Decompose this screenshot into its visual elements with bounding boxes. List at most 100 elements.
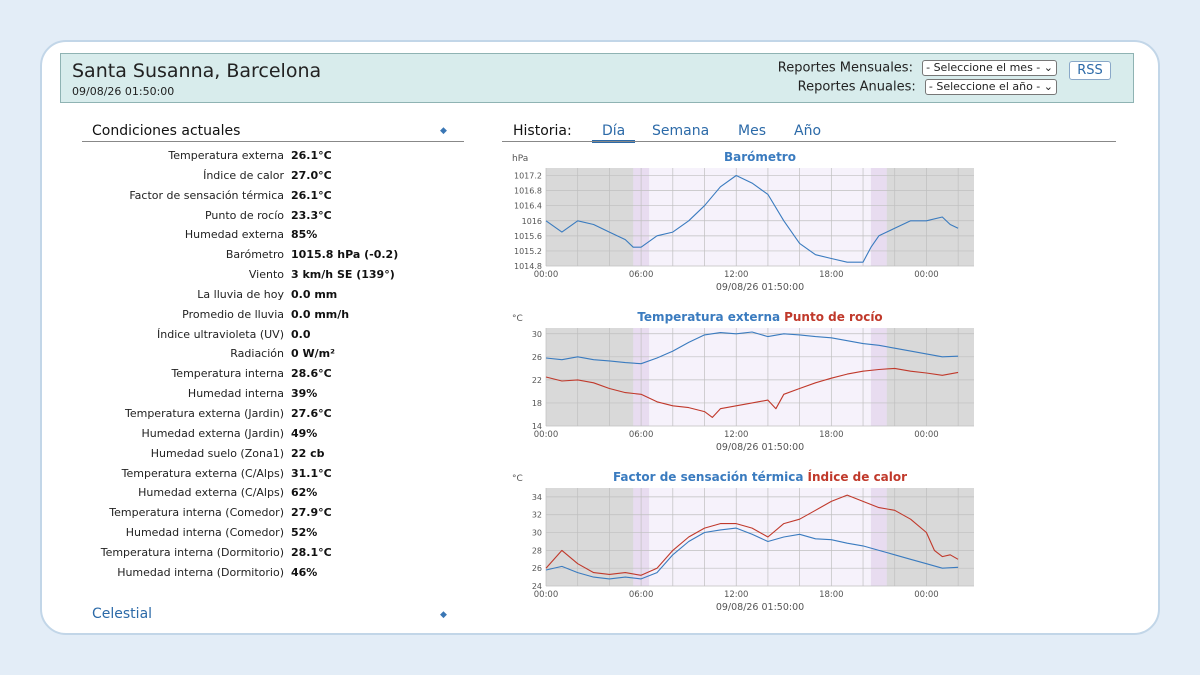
chart-title-part: Factor de sensación térmica: [613, 470, 804, 484]
condition-label: Punto de rocío: [204, 208, 284, 222]
current-conditions-list: Temperatura externa 26.1°C Índice de calor…: [82, 146, 464, 583]
condition-row: Humedad interna (Comedor) 52%: [82, 523, 464, 543]
tab-semana[interactable]: Semana: [652, 123, 710, 139]
y-tick-label: 28: [532, 546, 542, 555]
y-tick-label: 34: [532, 493, 542, 502]
condition-label: Humedad externa: [184, 228, 284, 242]
twilight-band: [870, 168, 887, 266]
y-tick-label: 32: [532, 511, 542, 520]
condition-row: Punto de rocío 23.3°C: [82, 206, 464, 226]
x-tick-label: 00:00: [914, 590, 939, 600]
station-title: Santa Susanna, Barcelona: [72, 60, 322, 82]
condition-row: Temperatura interna 28.6°C: [82, 364, 464, 384]
condition-value: 31.1°C: [291, 466, 332, 480]
celestial-title[interactable]: Celestial: [92, 606, 153, 622]
chart-title-part: Temperatura externa: [637, 310, 780, 324]
chart-title-part: Índice de calor: [808, 469, 908, 484]
condition-value: 46%: [291, 565, 318, 579]
condition-value: 0.0 mm/h: [291, 307, 350, 321]
condition-value: 52%: [291, 526, 318, 540]
expand-diamond-icon[interactable]: ◆: [440, 610, 447, 620]
monthly-reports: Reportes Mensuales: - Seleccione el mes …: [778, 60, 1057, 76]
condition-value: 0.0 mm: [291, 287, 338, 301]
condition-label: Índice de calor: [203, 168, 284, 182]
y-tick-label: 1014.8: [514, 262, 542, 271]
yearly-reports: Reportes Anuales: - Seleccione el año - …: [798, 79, 1057, 95]
condition-row: Barómetro 1015.8 hPa (-0.2): [82, 245, 464, 265]
condition-row: Temperatura interna (Dormitorio) 28.1°C: [82, 543, 464, 563]
x-tick-label: 00:00: [534, 430, 559, 440]
condition-row: Temperatura interna (Comedor) 27.9°C: [82, 503, 464, 523]
y-tick-label: 24: [532, 582, 542, 591]
tab-dia[interactable]: Día: [592, 123, 636, 143]
current-conditions-title[interactable]: Condiciones actuales: [92, 123, 241, 139]
condition-label: Humedad suelo (Zona1): [150, 446, 284, 460]
chart-title-part: Punto de rocío: [784, 310, 883, 324]
condition-row: Factor de sensación térmica 26.1°C: [82, 186, 464, 206]
y-tick-label: 26: [532, 353, 542, 362]
condition-row: Humedad externa 85%: [82, 225, 464, 245]
x-tick-label: 12:00: [724, 430, 749, 440]
condition-row: Radiación 0 W/m²: [82, 344, 464, 364]
x-axis-label: 09/08/26 01:50:00: [716, 602, 804, 613]
y-tick-label: 1016.4: [514, 202, 542, 211]
condition-row: Temperatura externa (Jardin) 27.6°C: [82, 404, 464, 424]
condition-value: 85%: [291, 228, 318, 242]
y-tick-label: 1016.8: [514, 187, 542, 196]
condition-label: Temperatura interna (Dormitorio): [100, 545, 284, 559]
condition-value: 39%: [291, 387, 318, 401]
condition-label: Factor de sensación térmica: [129, 188, 284, 202]
chevron-down-icon: ⌄: [1043, 61, 1053, 74]
condition-value: 28.1°C: [291, 545, 332, 559]
x-tick-label: 18:00: [819, 270, 844, 280]
y-tick-label: 1015.2: [514, 247, 542, 256]
chart-title: Factor de sensación térmica Índice de cal…: [613, 469, 907, 484]
divider: [82, 141, 464, 142]
condition-row: Humedad externa (Jardin) 49%: [82, 424, 464, 444]
x-tick-label: 00:00: [534, 270, 559, 280]
x-tick-label: 12:00: [724, 590, 749, 600]
condition-value: 3 km/h SE (139°): [291, 268, 395, 282]
yearly-reports-label: Reportes Anuales:: [797, 79, 916, 95]
x-tick-label: 18:00: [819, 590, 844, 600]
condition-label: Temperatura externa (Jardin): [124, 406, 284, 420]
series-line-punto-de-roc-o: [545, 367, 959, 418]
condition-value: 27.0°C: [291, 168, 332, 182]
y-tick-label: 1016: [522, 217, 542, 226]
collapse-diamond-icon[interactable]: ◆: [440, 126, 447, 136]
divider: [502, 141, 1116, 142]
tab-mes[interactable]: Mes: [738, 123, 766, 139]
history-label: Historia:: [513, 123, 572, 139]
condition-label: Promedio de lluvia: [182, 307, 284, 321]
condition-row: Humedad interna 39%: [82, 384, 464, 404]
yearly-select-value: - Seleccione el año -: [928, 80, 1041, 93]
condition-row: Humedad externa (C/Alps) 62%: [82, 483, 464, 503]
twilight-band: [870, 488, 887, 586]
y-tick-label: 14: [532, 422, 542, 431]
yearly-select[interactable]: - Seleccione el año - ⌄: [924, 79, 1057, 95]
condition-value: 26.1°C: [291, 188, 332, 202]
series-line--ndice-de-calor: [545, 494, 959, 576]
monthly-select[interactable]: - Seleccione el mes - ⌄: [922, 60, 1057, 76]
chart-title-part: Barómetro: [724, 150, 796, 164]
condition-row: Humedad interna (Dormitorio) 46%: [82, 563, 464, 583]
y-tick-label: 30: [532, 330, 542, 339]
rss-button[interactable]: RSS: [1069, 61, 1111, 80]
condition-label: Temperatura externa: [168, 149, 284, 162]
condition-row: Temperatura externa 26.1°C: [82, 146, 464, 166]
condition-value: 0.0: [291, 327, 311, 341]
condition-label: Temperatura interna: [171, 367, 284, 381]
condition-label: Temperatura interna (Comedor): [109, 506, 284, 520]
y-tick-label: 1015.6: [514, 232, 542, 241]
condition-label: Barómetro: [225, 248, 284, 262]
temperature-chart: Temperatura externa Punto de rocío °C 14 18 2…: [512, 310, 974, 453]
series-line-barometro: [545, 174, 959, 263]
chart-title: Temperatura externa Punto de rocío: [637, 310, 882, 324]
y-tick-label: 26: [532, 564, 542, 573]
x-tick-label: 00:00: [534, 590, 559, 600]
condition-label: Humedad interna: [187, 387, 284, 401]
x-tick-label: 18:00: [819, 430, 844, 440]
condition-value: 49%: [291, 426, 318, 440]
condition-value: 26.1°C: [291, 149, 332, 162]
tab-ano[interactable]: Año: [794, 123, 822, 139]
